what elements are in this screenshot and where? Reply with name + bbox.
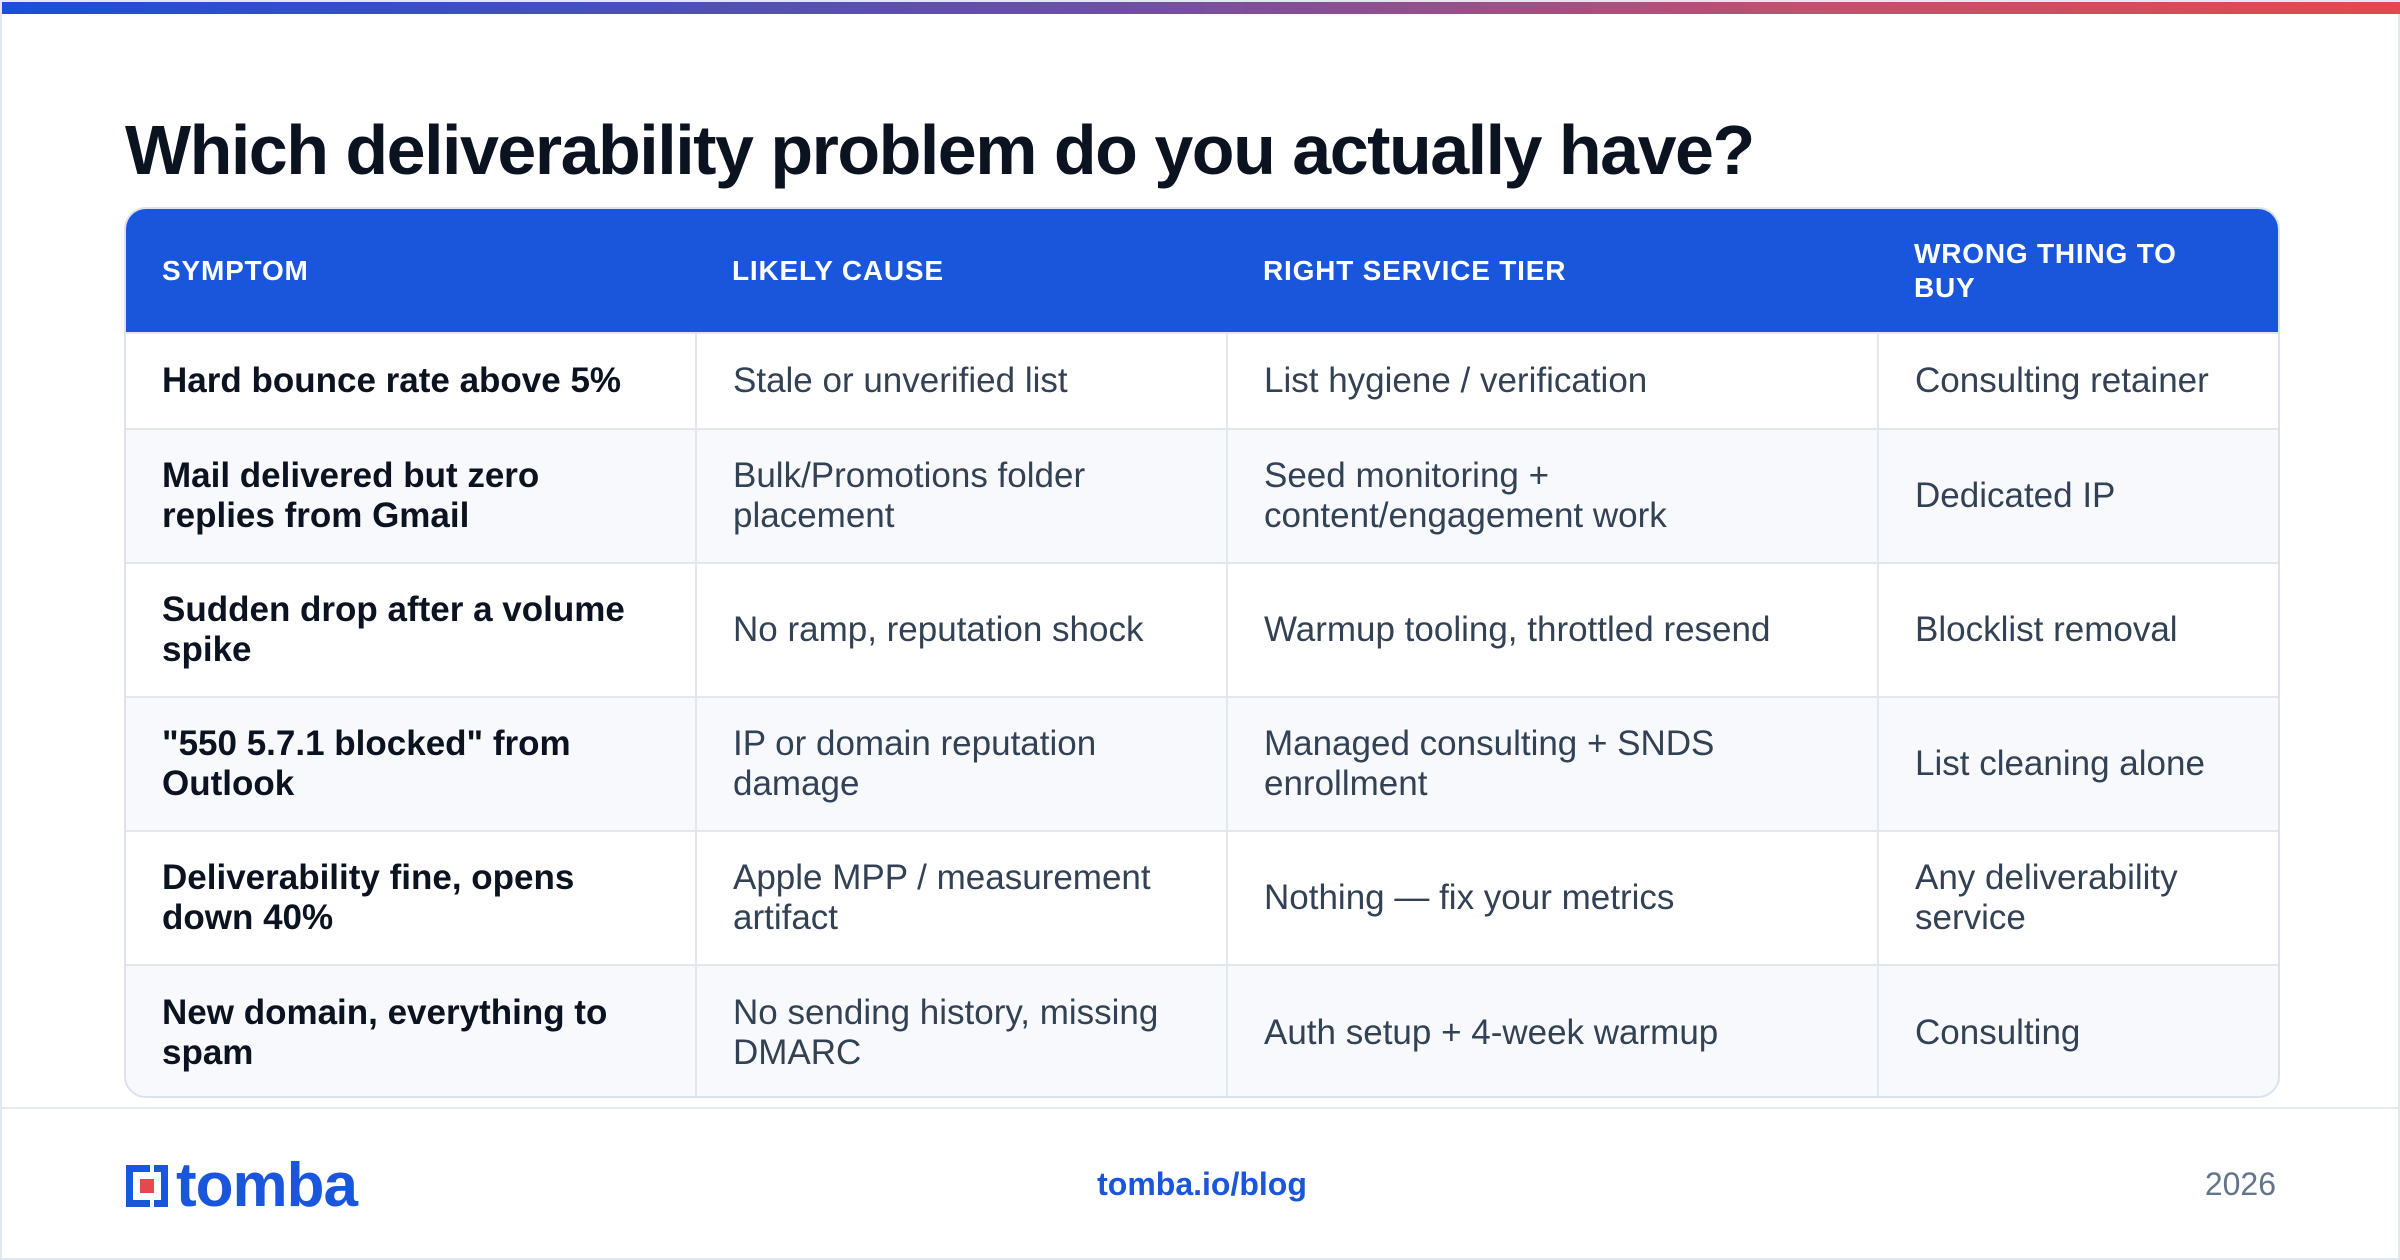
cell-wrong-thing-to-buy: Consulting retainer bbox=[1877, 332, 2278, 429]
cell-likely-cause: No ramp, reputation shock bbox=[695, 562, 1227, 697]
header-wrong-thing-to-buy: WRONG THING TO BUY bbox=[1914, 237, 2177, 303]
cell-symptom: Hard bounce rate above 5% bbox=[126, 332, 696, 429]
table-row: "550 5.7.1 blocked" from Outlook IP or d… bbox=[126, 696, 2278, 831]
cell-symptom: "550 5.7.1 blocked" from Outlook bbox=[126, 696, 696, 831]
cell-wrong-thing-to-buy: Consulting bbox=[1877, 964, 2278, 1096]
header-likely-cause: LIKELY CAUSE bbox=[732, 254, 944, 286]
footer-year: 2026 bbox=[2204, 1166, 2276, 1202]
table-row: Mail delivered but zero replies from Gma… bbox=[126, 428, 2278, 563]
page-title: Which deliverability problem do you actu… bbox=[125, 111, 1755, 189]
cell-likely-cause: Apple MPP / measurement artifact bbox=[695, 830, 1227, 965]
cell-wrong-thing-to-buy: List cleaning alone bbox=[1877, 696, 2278, 831]
table-row: Sudden drop after a volume spike No ramp… bbox=[126, 562, 2278, 697]
cell-right-service-tier: Nothing — fix your metrics bbox=[1226, 830, 1878, 965]
tomba-logo: tomba bbox=[124, 1151, 358, 1220]
table-row: Hard bounce rate above 5% Stale or unver… bbox=[126, 332, 2278, 429]
cell-likely-cause: Stale or unverified list bbox=[695, 332, 1227, 429]
cell-likely-cause: IP or domain reputation damage bbox=[695, 696, 1227, 831]
cell-right-service-tier: Auth setup + 4-week warmup bbox=[1226, 964, 1878, 1096]
cell-wrong-thing-to-buy: Any deliverability service bbox=[1877, 830, 2278, 965]
cell-symptom: Mail delivered but zero replies from Gma… bbox=[126, 428, 696, 563]
cell-wrong-thing-to-buy: Blocklist removal bbox=[1877, 562, 2278, 697]
cell-symptom: Sudden drop after a volume spike bbox=[126, 562, 696, 697]
logo-wordmark: tomba bbox=[176, 1151, 358, 1220]
footer-divider bbox=[2, 1107, 2400, 1109]
cell-right-service-tier: Seed monitoring + content/engagement wor… bbox=[1226, 428, 1878, 563]
cell-right-service-tier: Warmup tooling, throttled resend bbox=[1226, 562, 1878, 697]
header-right-service-tier: RIGHT SERVICE TIER bbox=[1263, 254, 1567, 286]
tomba-logo-icon bbox=[124, 1163, 170, 1209]
header-symptom: SYMPTOM bbox=[162, 254, 309, 286]
cell-wrong-thing-to-buy: Dedicated IP bbox=[1877, 428, 2278, 563]
cell-symptom: New domain, everything to spam bbox=[126, 964, 696, 1096]
table-header-row: SYMPTOM LIKELY CAUSE RIGHT SERVICE TIER … bbox=[126, 209, 2278, 333]
table-row: Deliverability fine, opens down 40% Appl… bbox=[126, 830, 2278, 965]
cell-right-service-tier: List hygiene / verification bbox=[1226, 332, 1878, 429]
table-row: New domain, everything to spam No sendin… bbox=[126, 964, 2278, 1096]
gradient-top-bar bbox=[2, 2, 2400, 14]
comparison-table: SYMPTOM LIKELY CAUSE RIGHT SERVICE TIER … bbox=[124, 207, 2280, 1098]
cell-likely-cause: No sending history, missing DMARC bbox=[695, 964, 1227, 1096]
blog-link[interactable]: tomba.io/blog bbox=[1097, 1166, 1307, 1202]
cell-right-service-tier: Managed consulting + SNDS enrollment bbox=[1226, 696, 1878, 831]
cell-symptom: Deliverability fine, opens down 40% bbox=[126, 830, 696, 965]
cell-likely-cause: Bulk/Promotions folder placement bbox=[695, 428, 1227, 563]
